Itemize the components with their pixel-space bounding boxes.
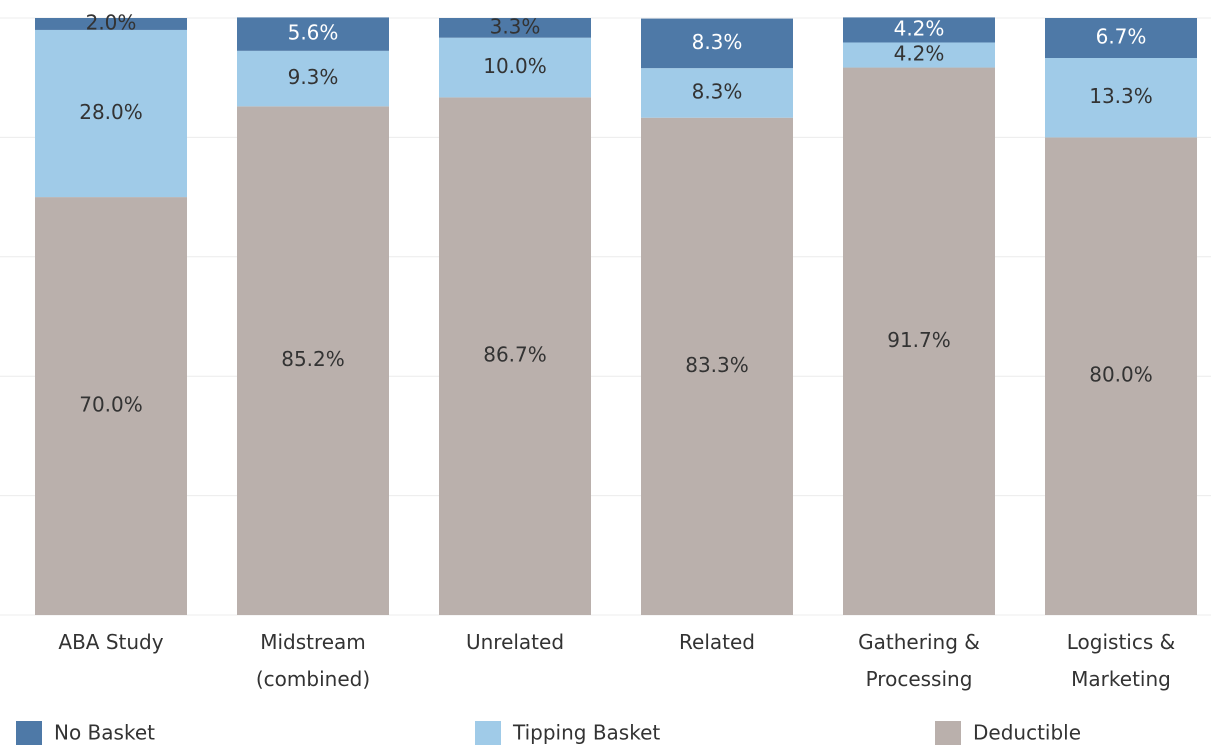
x-tick-label: Midstream (combined) [256,630,370,691]
value-label: 5.6% [288,21,339,45]
bar-segment [35,197,187,615]
value-label: 86.7% [483,343,547,367]
legend-label: No Basket [54,721,155,745]
value-label: 83.3% [685,353,749,377]
bar-segment [439,18,591,38]
legend-swatch [475,721,501,745]
legend-label: Tipping Basket [512,721,660,745]
value-label: 80.0% [1089,363,1153,387]
value-label: 6.7% [1096,24,1147,48]
value-label: 28.0% [79,100,143,124]
bar-segment [641,68,793,118]
bar-segment [35,29,187,198]
bar-segment [439,37,591,98]
value-label: 91.7% [887,328,951,352]
x-tick-label: Logistics & Marketing [1067,630,1175,691]
bar-segment [439,97,591,615]
value-label: 10.0% [483,54,547,78]
x-tick-label: Related [679,630,755,654]
value-label: 3.3% [490,14,541,38]
value-label: 4.2% [894,16,945,40]
value-label: 85.2% [281,347,345,371]
value-label: 2.0% [86,11,137,35]
bar-segment [237,106,389,615]
value-label: 13.3% [1089,84,1153,108]
bar-segment [237,50,389,107]
value-label: 8.3% [692,30,743,54]
value-label: 9.3% [288,65,339,89]
bar-segment [843,67,995,615]
bar-segment [1045,137,1197,615]
value-label: 4.2% [894,42,945,66]
bar-segment [237,17,389,51]
bar-segment [843,42,995,68]
x-tick-label: Unrelated [466,630,564,654]
x-tick-label: Gathering & Processing [858,630,980,691]
bar-segment [1045,57,1197,138]
bar-segment [843,17,995,43]
value-label: 70.0% [79,393,143,417]
legend-swatch [16,721,42,745]
value-label: 8.3% [692,79,743,103]
bar-segment [641,117,793,615]
bar-segment [641,18,793,69]
legend-swatch [935,721,961,745]
x-tick-label: ABA Study [58,630,163,654]
bar-segment [35,18,187,30]
bar-segment [1045,18,1197,58]
legend-label: Deductible [973,721,1081,745]
